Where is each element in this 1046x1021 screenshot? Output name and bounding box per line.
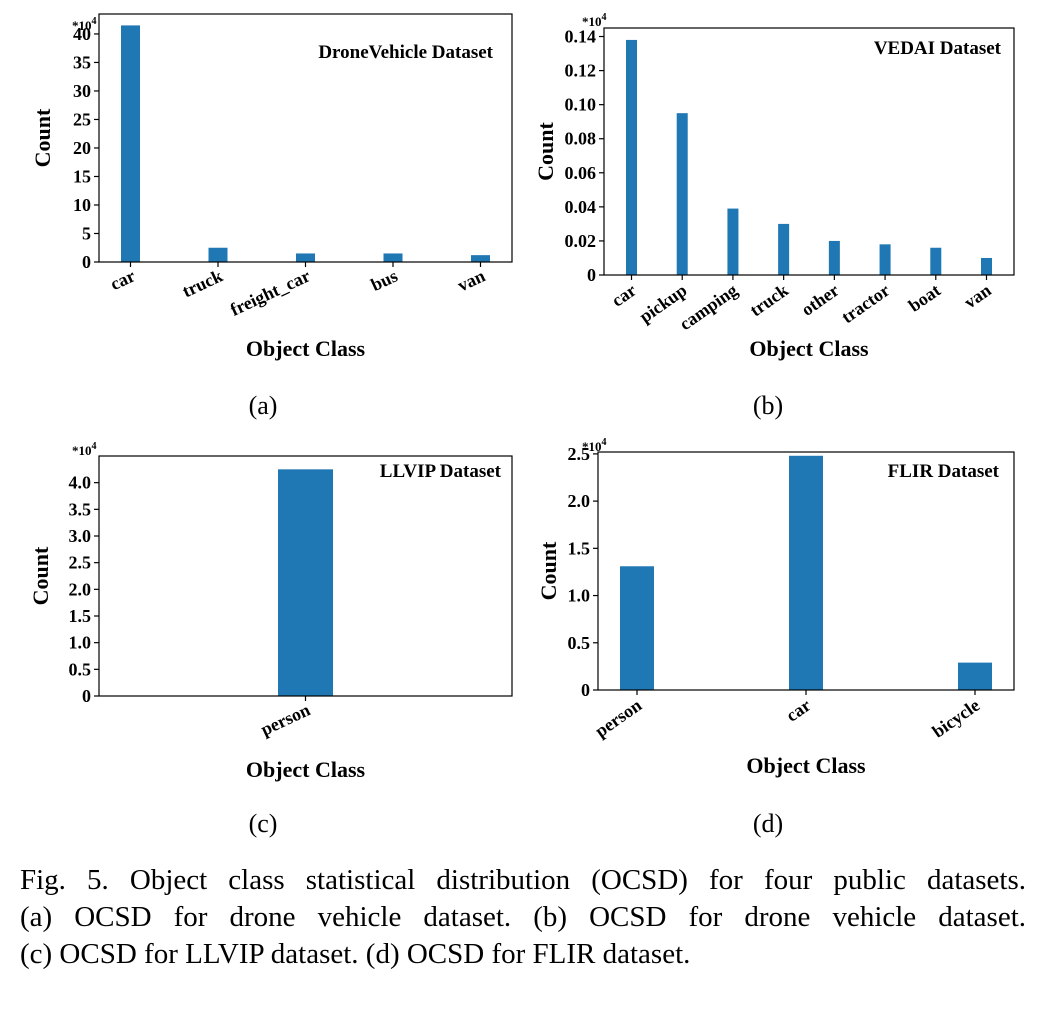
y-tick-label: 1.5 <box>568 538 591 558</box>
x-tick-label-person: person <box>591 695 645 741</box>
y-axis-title: Count <box>536 541 561 600</box>
x-tick-label-car: car <box>782 695 814 726</box>
x-tick-label-person: person <box>258 699 314 739</box>
chart-title: FLIR Dataset <box>888 461 1000 482</box>
bar-car <box>626 39 637 276</box>
caption-line-3: (c) OCSD for LLVIP dataset. (d) OCSD for… <box>20 938 691 970</box>
y-axis-exponent: *104 <box>72 16 97 33</box>
x-tick-label-van: van <box>454 265 488 295</box>
figure-caption: Fig. 5. Object class statistical distrib… <box>20 862 1026 973</box>
plot-frame <box>603 27 1015 276</box>
y-tick-label: 0.06 <box>565 163 597 183</box>
y-tick-label: 1.5 <box>69 606 92 626</box>
y-tick-label: 0.10 <box>565 95 597 115</box>
y-axis-title: Count <box>533 121 558 180</box>
bar-car <box>121 25 140 262</box>
chart-panel-vedai: 00.020.040.060.080.100.120.14carpickupca… <box>533 12 1015 361</box>
panel-label-b: (b) <box>753 391 783 420</box>
y-tick-label: 0.08 <box>565 129 597 149</box>
x-tick-label-camping: camping <box>676 280 742 334</box>
bar-boat <box>930 247 942 275</box>
y-tick-label: 25 <box>73 109 91 129</box>
bar-bus <box>383 253 403 262</box>
chart-panel-drone-vehicle: 0 5 10 15 20 25 30 35 40 car truck freight_car bus va… <box>30 13 513 361</box>
y-tick-label: 2.0 <box>568 491 591 511</box>
chart-title: LLVIP Dataset <box>380 461 502 482</box>
chart-title: VEDAI Dataset <box>874 38 1002 59</box>
caption-line-1: Fig. 5. Object class statistical distrib… <box>20 864 1026 896</box>
x-tick-label-truck: truck <box>746 280 792 320</box>
y-tick-label: 2.0 <box>69 579 92 599</box>
panel-label-c: (c) <box>249 809 278 838</box>
y-tick-label: 2.5 <box>568 444 591 464</box>
y-tick-label: 0.5 <box>69 659 92 679</box>
y-tick-label: 0 <box>581 680 590 700</box>
x-axis-title: Object Class <box>746 753 866 778</box>
x-tick-label-bicycle: bicycle <box>928 695 983 742</box>
y-tick-label: 30 <box>73 81 91 101</box>
x-axis-title: Object Class <box>246 757 366 782</box>
x-tick-label-boat: boat <box>905 280 944 316</box>
y-tick-label: 5 <box>82 223 91 243</box>
bar-truck <box>778 223 790 275</box>
y-tick-label: 40 <box>73 24 91 44</box>
y-tick-label: 35 <box>73 52 91 72</box>
y-axis-title: Count <box>28 546 53 605</box>
chart-panel-flir: 0 0.5 1.0 1.5 2.0 2.5 person car bicycle FLIR Dat… <box>536 437 1015 778</box>
y-tick-label: 1.0 <box>69 633 92 653</box>
y-axis-exponent: *104 <box>582 12 607 29</box>
y-tick-label: 0.02 <box>565 231 597 251</box>
y-axis-exponent: *104 <box>72 441 97 458</box>
bar-tractor <box>879 244 891 275</box>
x-tick-label-truck: truck <box>179 265 226 301</box>
bar-bicycle <box>958 662 992 690</box>
x-tick-label-bus: bus <box>368 265 401 295</box>
x-axis-title: Object Class <box>749 336 869 361</box>
y-tick-label: 20 <box>73 138 91 158</box>
panel-label-d: (d) <box>753 809 783 838</box>
y-tick-label: 0.12 <box>565 61 597 81</box>
y-tick-label: 10 <box>73 195 91 215</box>
y-tick-label: 3.5 <box>69 499 92 519</box>
bar-van <box>471 255 490 262</box>
chart-panel-llvip: 0 0.5 1.0 1.5 2.0 2.5 3.0 3.5 4.0 person LLVIP Dat… <box>28 441 513 782</box>
x-tick-label-tractor: tractor <box>838 280 894 327</box>
x-tick-label-car: car <box>107 265 138 294</box>
y-tick-label: 0 <box>82 252 91 272</box>
panel-label-a: (a) <box>249 391 278 420</box>
x-axis-title: Object Class <box>246 336 366 361</box>
y-tick-label: 4.0 <box>69 473 92 493</box>
x-tick-label-other: other <box>798 280 843 320</box>
bar-camping <box>727 208 739 275</box>
y-tick-label: 3.0 <box>69 526 92 546</box>
bar-person <box>620 566 654 690</box>
chart-title: DroneVehicle Dataset <box>318 42 493 63</box>
bar-car <box>789 455 823 690</box>
caption-line-2: (a) OCSD for drone vehicle dataset. (b) … <box>20 901 1026 933</box>
bar-truck <box>208 247 228 262</box>
bar-freight-car <box>296 253 315 262</box>
y-tick-label: 0.5 <box>568 633 591 653</box>
bar-person <box>278 469 333 696</box>
y-axis-exponent: *104 <box>582 437 607 454</box>
x-tick-label-freight-car: freight_car <box>227 265 313 319</box>
y-tick-label: 0.04 <box>565 197 597 217</box>
bar-pickup <box>676 113 688 275</box>
y-tick-label: 1.0 <box>568 586 591 606</box>
y-axis-title: Count <box>30 108 55 167</box>
bar-van <box>981 257 992 275</box>
bar-other <box>828 240 840 275</box>
y-tick-label: 2.5 <box>69 553 92 573</box>
y-tick-label: 0 <box>587 265 596 285</box>
y-tick-label: 0.14 <box>565 27 597 47</box>
x-tick-label-car: car <box>608 280 640 311</box>
x-tick-label-van: van <box>960 280 994 312</box>
y-tick-label: 0 <box>82 686 91 706</box>
y-tick-label: 15 <box>73 166 91 186</box>
